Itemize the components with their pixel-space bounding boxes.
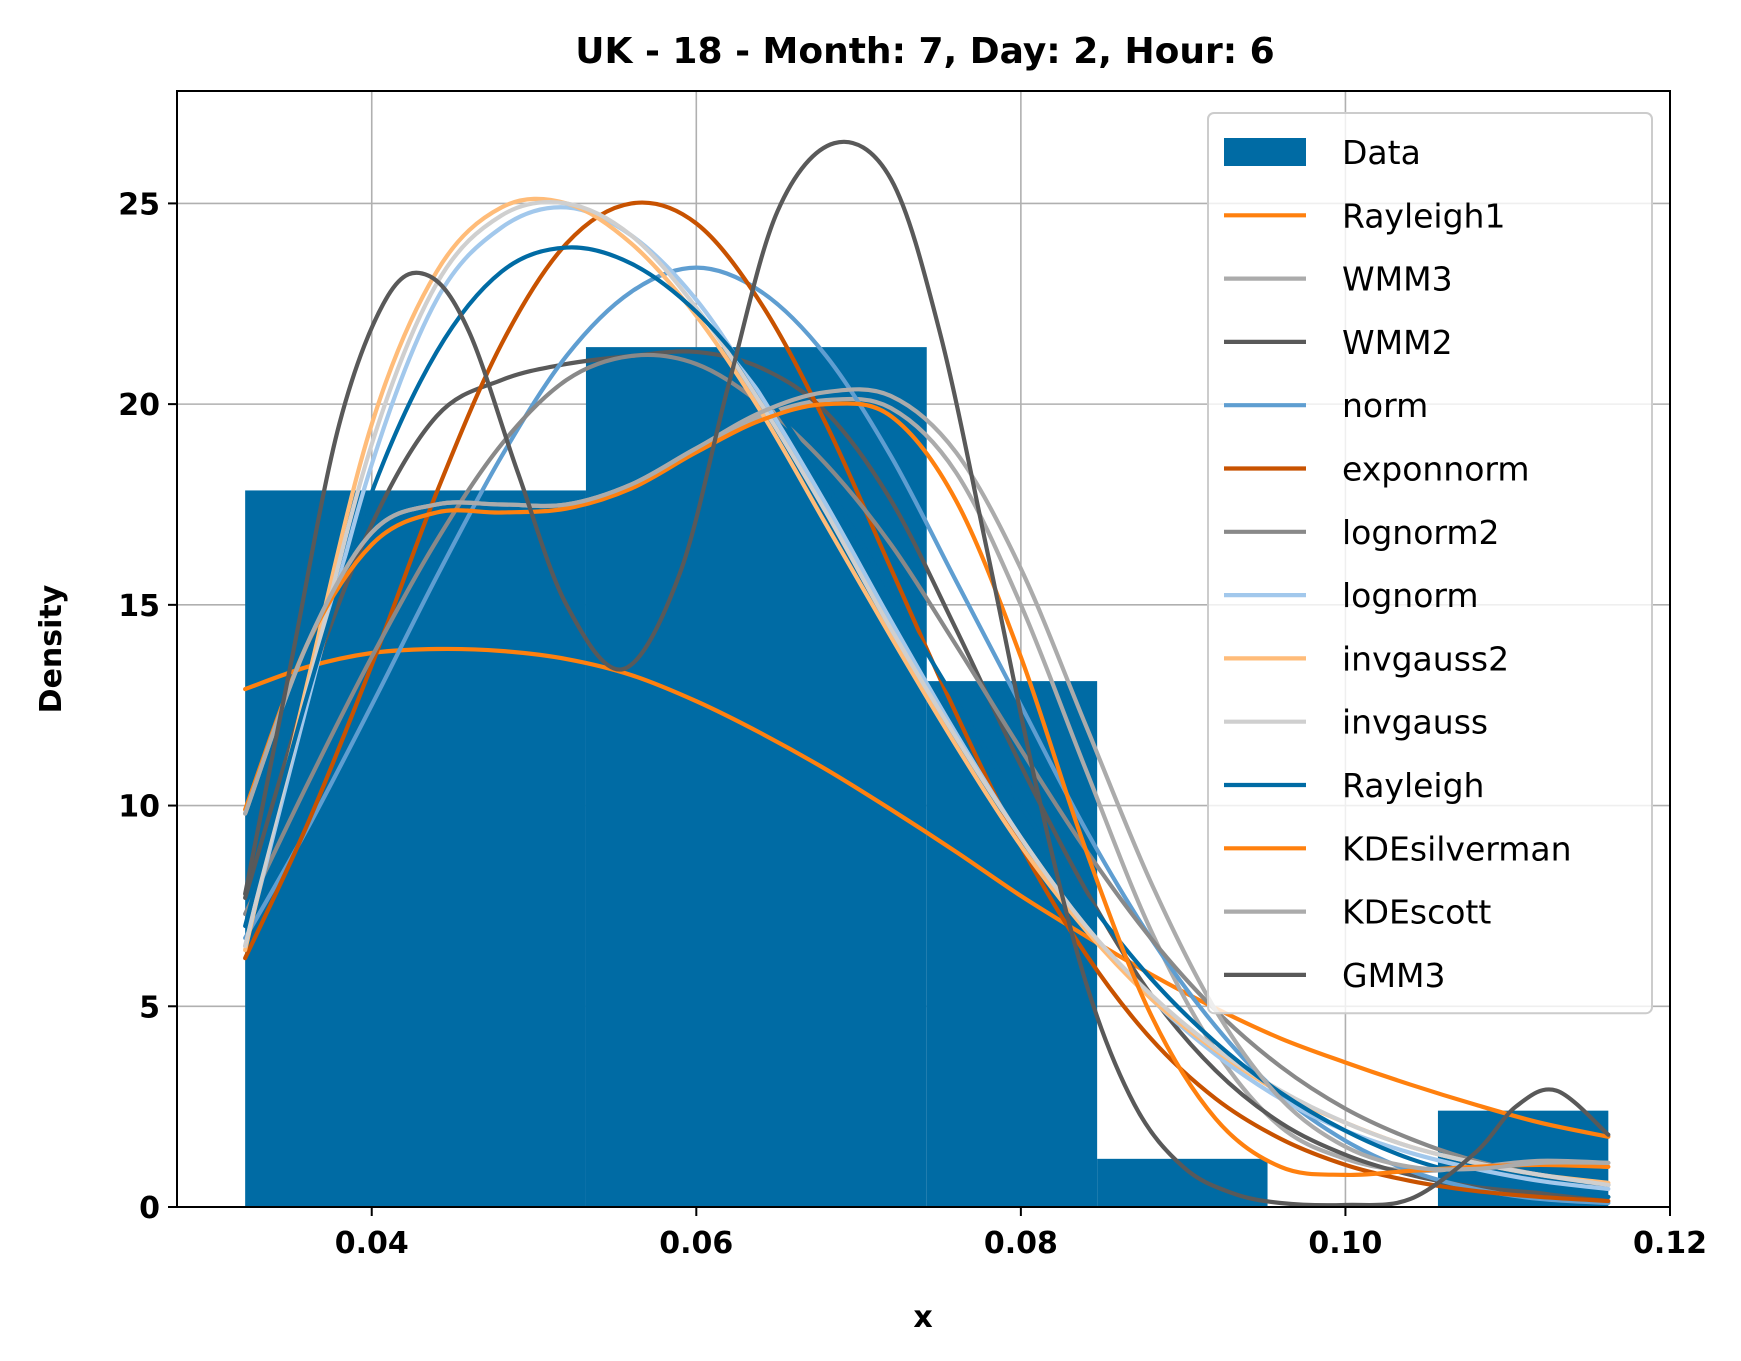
histogram-bar — [585, 347, 927, 1207]
x-tick-label: 0.10 — [1308, 1226, 1382, 1261]
series-line-exponnorm — [243, 200, 1611, 1204]
legend-label: WMM3 — [1342, 260, 1453, 299]
x-tick-label: 0.06 — [659, 1226, 733, 1261]
x-tick-label: 0.08 — [984, 1226, 1058, 1261]
legend-label: lognorm2 — [1342, 513, 1500, 552]
plot-frame — [176, 90, 1671, 1208]
legend: Data Rayleigh1 WMM3 WMM2 norm exponnorm lognor… — [1207, 112, 1653, 1015]
legend-label: GMM3 — [1342, 956, 1446, 995]
series-line-invgauss — [243, 199, 1611, 1188]
legend-swatch — [1224, 138, 1306, 166]
series-line-kdesilverman — [243, 401, 1611, 1178]
y-axis: 0 5 10 15 20 25 — [118, 187, 177, 1226]
y-tick-label: 0 — [139, 1191, 160, 1226]
series-line-norm — [243, 265, 1611, 1206]
legend-label: lognorm — [1342, 576, 1479, 615]
legend-label: Rayleigh1 — [1342, 196, 1505, 235]
legend-label: KDEscott — [1342, 893, 1491, 932]
legend-label: KDEsilverman — [1342, 829, 1572, 868]
x-tick-label: 0.12 — [1633, 1226, 1707, 1261]
y-tick-label: 15 — [118, 589, 160, 624]
x-axis-label: x — [913, 1300, 932, 1335]
legend-label: Rayleigh — [1342, 766, 1484, 805]
chart-title: UK - 18 - Month: 7, Day: 2, Hour: 6 — [575, 31, 1274, 72]
x-tick-label: 0.04 — [335, 1226, 409, 1261]
series-line-rayleigh — [243, 245, 1611, 1200]
series-line-rayleigh1 — [243, 646, 1611, 1139]
y-axis-label: Density — [34, 584, 69, 713]
y-tick-label: 25 — [118, 187, 160, 222]
x-axis: 0.04 0.06 0.08 0.10 0.12 — [335, 1207, 1707, 1261]
series-line-kdescott — [243, 387, 1611, 1172]
legend-label: invgauss2 — [1342, 639, 1509, 678]
series-line-lognorm2 — [243, 352, 1611, 1188]
histogram-bars — [245, 347, 1609, 1207]
histogram-bar — [926, 681, 1098, 1207]
legend-box — [1207, 112, 1653, 1015]
y-tick-label: 10 — [118, 790, 160, 825]
legend-label: WMM2 — [1342, 323, 1453, 362]
legend-label: norm — [1342, 386, 1428, 425]
y-tick-label: 5 — [139, 990, 160, 1025]
y-tick-label: 20 — [118, 388, 160, 423]
series-line-gmm3 — [243, 139, 1611, 1208]
series-lines — [243, 139, 1611, 1208]
legend-label: invgauss — [1342, 703, 1488, 742]
legend-label: exponnorm — [1342, 450, 1530, 489]
legend-label: Data — [1342, 133, 1421, 172]
series-line-wmm2 — [243, 349, 1611, 1200]
